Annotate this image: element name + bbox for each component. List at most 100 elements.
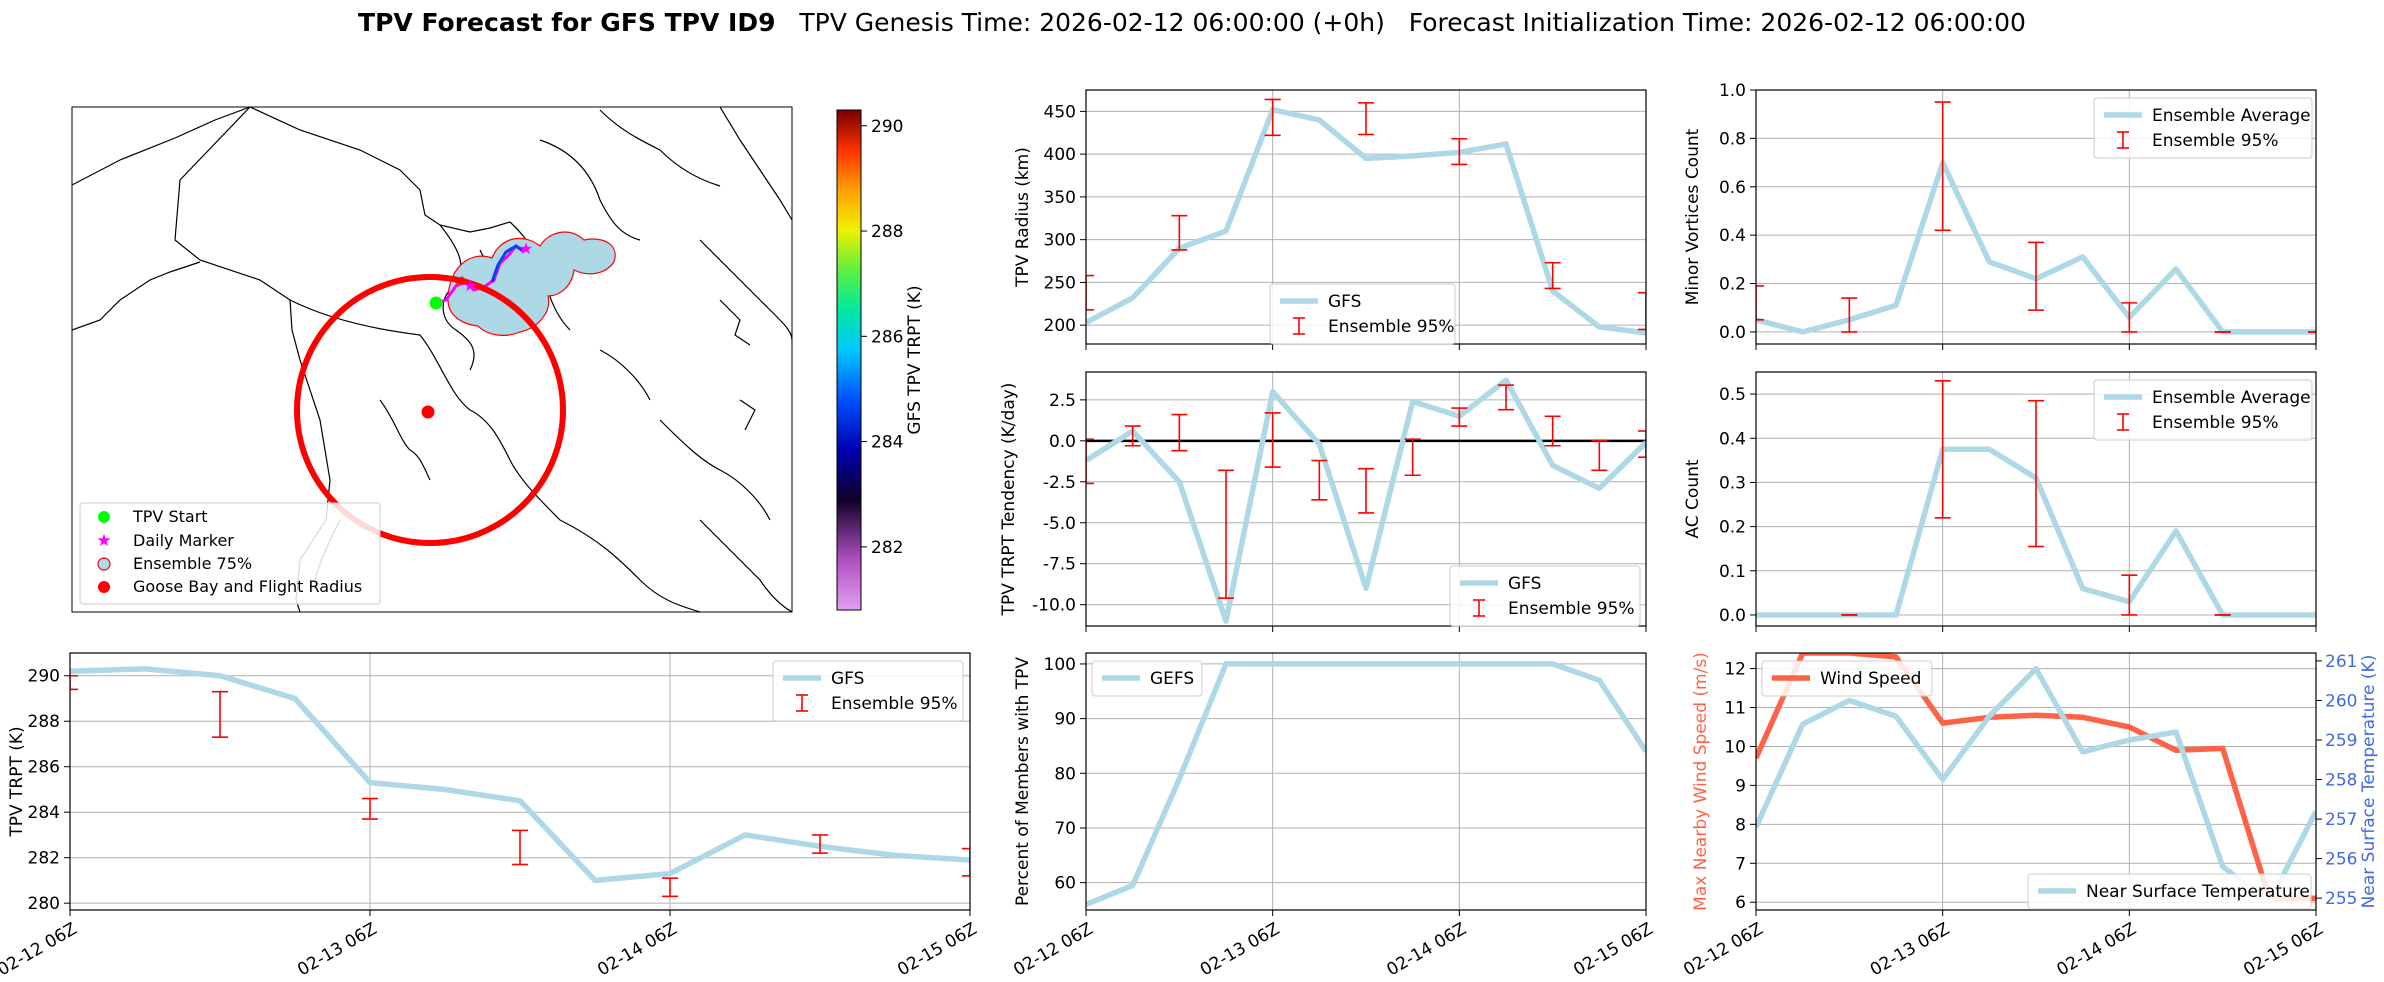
map-panel: ★ ★ TPV Start ★ Daily Marker Ensemble 75… [71,106,925,613]
error-bar [1264,412,1281,468]
y-tick-label: 0.0 [1049,432,1076,452]
legend-ensemble-label: Ensemble 75% [133,554,252,573]
y-right-axis-label: Near Surface Temperature (K) [2359,655,2379,909]
y-tick-label: 300 [1044,231,1076,251]
y-tick-label: 11 [1724,699,1746,719]
legend-start-label: TPV Start [132,507,208,526]
map-legend: TPV Start ★ Daily Marker Ensemble 75% Go… [79,502,381,605]
legend-daily-icon: ★ [96,531,111,551]
y-tick-label: 282 [28,849,60,869]
error-bar [1218,469,1234,599]
y-axis-label: Max Nearby Wind Speed (m/s) [1691,652,1711,911]
figure-title: TPV Forecast for GFS TPV ID9 TPV Genesis… [0,8,2384,37]
x-tick-label: 02-13 06Z [1867,919,1953,980]
y-tick-label: 200 [1044,316,1076,336]
series-line-wind-speed [1756,653,2316,902]
legend-goose-icon [98,581,110,593]
goose-bay-marker [421,405,435,419]
x-tick-label: 02-12 06Z [1010,919,1096,980]
legend-label: Wind Speed [1820,669,1921,689]
legend-label: Ensemble 95% [1508,599,1635,619]
error-bar [1264,98,1281,137]
x-tick-label: 02-14 06Z [1384,919,1470,980]
error-bar [1451,137,1468,166]
daily-marker-1: ★ [463,276,477,295]
legend-label: Ensemble 95% [2152,413,2279,433]
y-axis-label: TPV TRPT Tendency (K/day) [999,383,1019,617]
y-tick-label: 250 [1044,273,1076,293]
error-bar [662,877,678,898]
error-bar [812,834,828,854]
x-tick-label: 02-12 06Z [0,919,81,980]
y-axis-label: TPV Radius (km) [1013,147,1033,288]
legend-goose-label: Goose Bay and Flight Radius [133,577,362,596]
y-tick-label: 1.0 [1719,81,1746,101]
y-tick-label: 8 [1735,815,1746,835]
error-bar [1544,261,1561,290]
legend-ensemble-icon [97,557,111,571]
y-right-tick-label: 261 [2325,652,2357,672]
tpv-start-marker [429,296,443,310]
x-tick-label: 02-13 06Z [1197,919,1283,980]
error-bar [1171,214,1188,251]
coastlines [72,107,792,612]
axes-frame [1755,371,2317,627]
legend-daily-label: Daily Marker [133,531,234,550]
error-bar [1086,274,1094,311]
series-line-gfs [1086,377,1646,624]
y-tick-label: 9 [1735,776,1746,796]
legend: Ensemble Average Ensemble 95% [2093,97,2313,159]
x-tick-label: 02-13 06Z [294,919,380,980]
plot-area [1756,380,2316,618]
colorbar-tick-label: 288 [871,222,903,242]
y-right-tick-label: 259 [2325,731,2357,751]
chart-wind_temp: 6 7 8 9 10 11 12 02-12 06Z 02-13 06Z 02-14 06Z 02-… [1680,652,2379,980]
error-bar [512,829,528,866]
axes-frame [69,652,971,911]
flight-radius-circle [294,274,566,546]
error-bar [1544,415,1561,447]
error-bar [1638,291,1646,331]
legend: GFS Ensemble 95% [1449,565,1641,627]
y-axis-label: AC Count [1683,459,1703,538]
error-bar [2028,241,2044,311]
colorbar-tick-label: 284 [871,433,903,453]
y-tick-label: 0.2 [1719,275,1746,295]
legend-label: Ensemble 95% [1328,317,1455,337]
legend-label: Ensemble 95% [831,694,958,714]
x-tick-label: 02-14 06Z [594,919,680,980]
y-axis-label: Percent of Members with TPV [1013,657,1033,906]
daily-marker-2: ★ [519,239,533,258]
y-tick-label: 284 [28,803,60,823]
y-tick-label: 280 [28,894,60,914]
y-tick-label: 450 [1044,102,1076,122]
y-tick-label: 0.2 [1719,518,1746,538]
error-bar [1311,459,1328,501]
error-bar [1124,425,1141,447]
error-bar [2028,399,2044,548]
colorbar-label: GFS TPV TRPT (K) [905,285,925,434]
error-bar [1404,438,1421,477]
y-tick-label: -5.0 [1043,514,1076,534]
series-line-near-surface-temperature [1756,666,2316,905]
error-bar [1841,297,1858,333]
y-right-tick-label: 255 [2325,889,2357,909]
error-bar [1638,430,1646,459]
error-bar [1358,467,1374,514]
error-bar [962,847,970,877]
error-bar [362,797,378,820]
legend: Ensemble Average Ensemble 95% [2093,379,2313,441]
colorbar [836,109,862,611]
y-axis-label: Minor Vortices Count [1683,128,1703,305]
y-right-tick-label: 256 [2325,850,2357,870]
legend-start-icon [98,511,110,523]
colorbar-tick-label: 290 [871,117,903,137]
plot-area [1086,377,1646,624]
chart-trpt: 280 282 284 286 288 290 02-12 06Z 02-13 06Z 02-1… [0,652,981,980]
y-tick-label: 0.1 [1719,562,1746,582]
legend-label: Ensemble 95% [2152,131,2279,151]
x-tick-label: 02-15 06Z [1570,919,1656,980]
y-tick-label: 0.4 [1719,429,1746,449]
colorbar-tick-label: 286 [871,327,903,347]
